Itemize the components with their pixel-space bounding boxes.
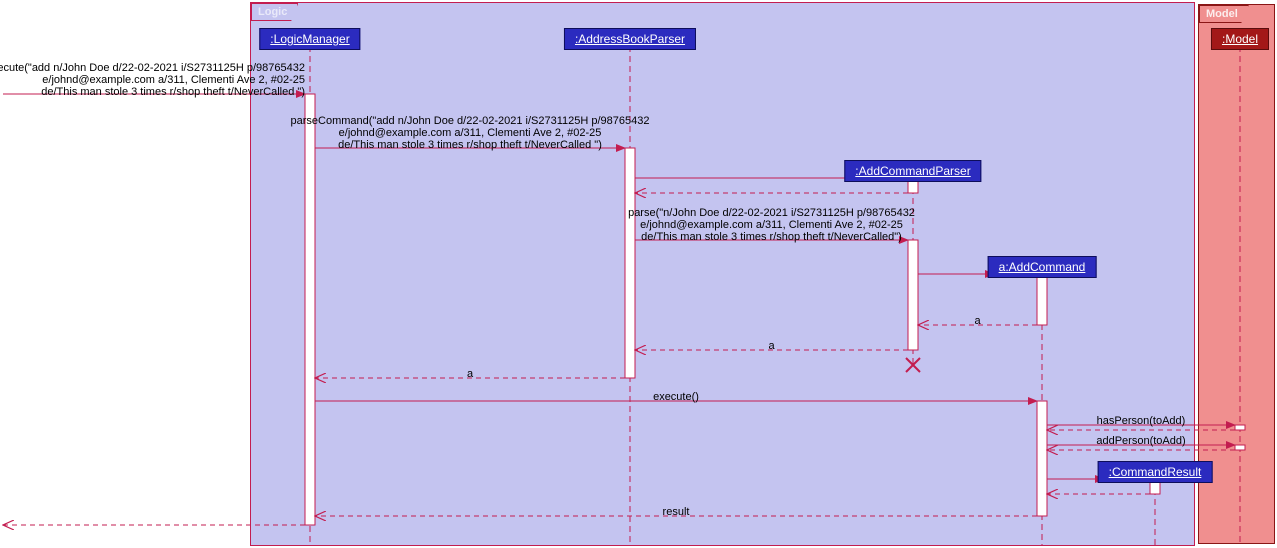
message-label: addPerson(toAdd) bbox=[1096, 435, 1185, 447]
message-label: parseCommand("add n/John Doe d/22-02-202… bbox=[290, 115, 649, 151]
message-label: parse("n/John Doe d/22-02-2021 i/S273112… bbox=[628, 207, 915, 243]
message-label: a bbox=[768, 340, 774, 352]
lifeline-head-addcommandparser: :AddCommandParser bbox=[844, 160, 981, 182]
message-label: execute("add n/John Doe d/22-02-2021 i/S… bbox=[0, 62, 305, 98]
message-label: result bbox=[663, 506, 690, 518]
lifeline-head-logicmanager: :LogicManager bbox=[259, 28, 360, 50]
lifeline-head-addressbookparser: :AddressBookParser bbox=[564, 28, 696, 50]
sequence-diagram: Logic Model :LogicManager:AddressBookPar… bbox=[0, 0, 1277, 548]
message-label: execute() bbox=[653, 391, 699, 403]
message-label: a bbox=[974, 315, 980, 327]
lifeline-head-addcommand: a:AddCommand bbox=[988, 256, 1097, 278]
lifeline-head-commandresult: :CommandResult bbox=[1098, 461, 1213, 483]
lifeline-head-model: :Model bbox=[1211, 28, 1269, 50]
message-label: hasPerson(toAdd) bbox=[1097, 415, 1186, 427]
message-label: a bbox=[467, 368, 473, 380]
